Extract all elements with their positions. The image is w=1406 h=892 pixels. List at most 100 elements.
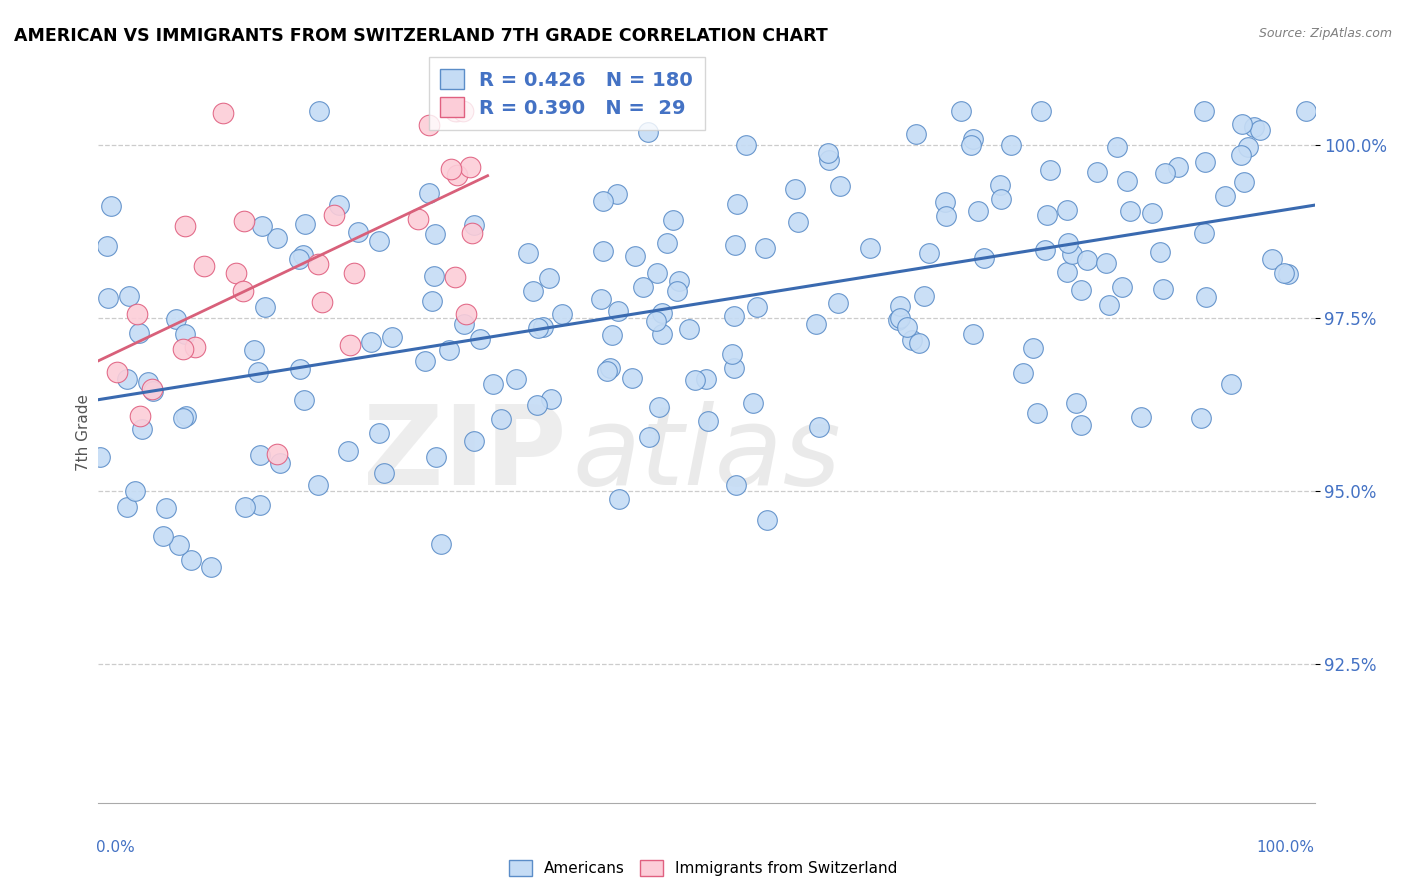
Point [328,198,350,212]
Point [1195,290,1218,304]
Point [638,430,661,444]
Point [307,257,329,271]
Text: Source: ZipAtlas.com: Source: ZipAtlas.com [1258,27,1392,40]
Point [1022,342,1045,356]
Point [889,311,911,326]
Point [647,401,669,415]
Point [531,320,554,334]
Point [1233,176,1256,190]
Point [308,103,330,118]
Point [425,450,447,465]
Point [184,340,207,354]
Point [482,376,505,391]
Point [381,330,404,344]
Point [1243,120,1265,134]
Y-axis label: 7th Grade: 7th Grade [76,394,91,471]
Legend: R = 0.426   N = 180, R = 0.390   N =  29: R = 0.426 N = 180, R = 0.390 N = 29 [429,57,704,129]
Point [589,292,612,306]
Point [742,396,765,410]
Point [599,361,621,376]
Point [287,252,309,267]
Point [172,342,194,356]
Point [453,318,475,332]
Point [607,491,630,506]
Point [1192,226,1215,240]
Point [696,414,718,428]
Point [1215,189,1237,203]
Point [172,410,194,425]
Point [596,364,619,378]
Point [540,392,562,406]
Point [115,500,138,514]
Point [124,484,146,499]
Point [165,311,187,326]
Point [97,291,120,305]
Point [950,103,973,118]
Point [269,456,291,470]
Point [1085,165,1108,179]
Point [1153,166,1175,180]
Point [463,218,485,232]
Point [859,241,882,255]
Point [451,103,474,118]
Point [600,327,623,342]
Point [1140,205,1163,219]
Point [725,477,748,491]
Point [1064,395,1087,409]
Point [1076,253,1098,268]
Point [988,178,1011,192]
Point [307,477,329,491]
Point [1000,138,1022,153]
Point [1056,264,1078,278]
Point [155,500,177,515]
Text: 0.0%: 0.0% [96,840,135,855]
Point [458,160,481,174]
Point [1111,280,1133,294]
Point [633,280,655,294]
Point [887,312,910,326]
Point [962,327,984,342]
Point [668,274,690,288]
Point [935,209,957,223]
Point [125,307,148,321]
Text: ZIP: ZIP [363,401,567,508]
Point [662,212,685,227]
Point [606,187,628,202]
Point [105,365,128,379]
Point [650,327,672,342]
Point [141,382,163,396]
Point [288,362,311,376]
Point [527,320,550,334]
Point [645,266,668,280]
Point [620,370,643,384]
Point [1119,204,1142,219]
Point [786,214,808,228]
Point [233,214,256,228]
Point [1229,148,1251,162]
Point [360,335,382,350]
Point [896,320,918,334]
Point [347,226,370,240]
Point [1056,236,1078,251]
Point [637,125,659,139]
Point [423,227,446,242]
Point [1236,140,1258,154]
Point [754,241,776,255]
Point [1095,256,1118,270]
Point [1107,140,1129,154]
Point [311,295,333,310]
Point [695,372,717,386]
Point [1189,411,1212,425]
Point [96,238,118,252]
Point [889,299,911,313]
Point [721,347,744,361]
Point [817,153,839,167]
Text: atlas: atlas [572,401,841,508]
Point [592,244,614,258]
Point [266,447,288,461]
Point [745,300,768,314]
Point [232,284,254,298]
Point [962,132,984,146]
Point [606,304,628,318]
Point [1152,282,1174,296]
